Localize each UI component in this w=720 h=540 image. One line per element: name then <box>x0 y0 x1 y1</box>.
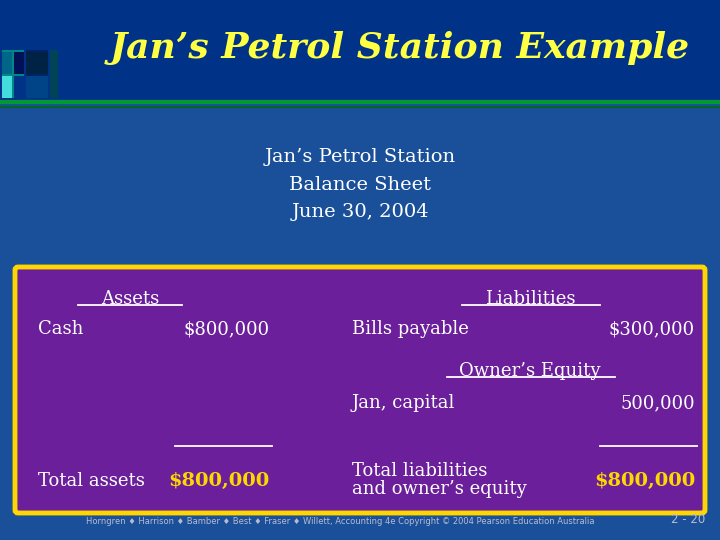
Text: and owner’s equity: and owner’s equity <box>352 480 527 498</box>
Bar <box>26 76 48 98</box>
Bar <box>0 0 720 100</box>
Bar <box>2 52 12 74</box>
Bar <box>14 52 24 74</box>
Text: Liabilities: Liabilities <box>485 290 575 308</box>
Bar <box>26 50 48 98</box>
Bar <box>2 76 12 98</box>
Text: Jan, capital: Jan, capital <box>352 394 455 412</box>
Text: Total assets: Total assets <box>38 472 145 490</box>
Text: $800,000: $800,000 <box>594 472 695 490</box>
Text: 2 - 20: 2 - 20 <box>671 513 705 526</box>
Text: Cash: Cash <box>38 320 84 338</box>
Text: Total liabilities: Total liabilities <box>352 462 487 480</box>
Text: Bills payable: Bills payable <box>352 320 469 338</box>
Text: $800,000: $800,000 <box>184 320 270 338</box>
FancyBboxPatch shape <box>15 267 705 513</box>
Bar <box>26 52 48 74</box>
Text: $300,000: $300,000 <box>609 320 695 338</box>
Bar <box>14 76 24 98</box>
Text: Owner’s Equity: Owner’s Equity <box>459 362 600 380</box>
Text: Jan’s Petrol Station
Balance Sheet
June 30, 2004: Jan’s Petrol Station Balance Sheet June … <box>264 148 456 221</box>
Text: $800,000: $800,000 <box>168 472 270 490</box>
Bar <box>50 50 58 98</box>
Text: Horngren ♦ Harrison ♦ Bamber ♦ Best ♦ Fraser ♦ Willett, Accounting 4e Copyright : Horngren ♦ Harrison ♦ Bamber ♦ Best ♦ Fr… <box>86 517 594 526</box>
Text: Jan’s Petrol Station Example: Jan’s Petrol Station Example <box>110 31 690 65</box>
Text: 500,000: 500,000 <box>621 394 695 412</box>
Text: Assets: Assets <box>101 290 159 308</box>
Bar <box>2 50 24 98</box>
